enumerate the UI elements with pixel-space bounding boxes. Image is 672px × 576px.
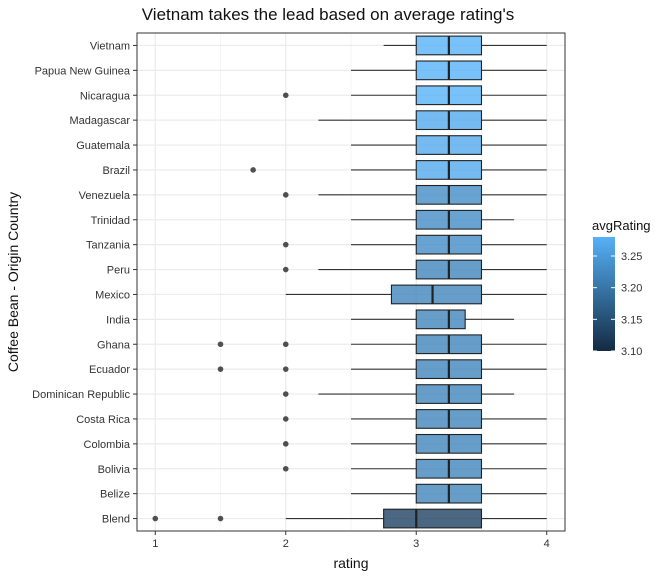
panel-border	[136, 32, 566, 532]
box-dominican-republic	[282, 384, 515, 404]
y-tick-label: Trinidad	[91, 215, 130, 227]
x-tick-label: 4	[544, 538, 550, 550]
legend-tick-label: 3.25	[621, 251, 642, 263]
y-tick-label: Belize	[100, 489, 130, 501]
outlier-point	[282, 241, 289, 248]
box-tanzania	[282, 234, 547, 255]
plot-area	[136, 32, 566, 532]
y-tick-label: Peru	[107, 265, 130, 277]
outlier-point	[282, 441, 289, 447]
y-tick-label: Costa Rica	[76, 414, 131, 426]
y-tick-label: Dominican Republic	[32, 389, 130, 401]
box-nicaragua	[282, 85, 547, 106]
legend-tick-label: 3.15	[621, 314, 642, 326]
y-tick-label: Madagascar	[69, 115, 130, 127]
box-belize	[351, 483, 547, 504]
y-axis-title: Coffee Bean - Origin Country	[5, 192, 21, 372]
box-guatemala	[351, 135, 547, 155]
y-tick-label: Ghana	[97, 339, 131, 351]
y-tick-label: India	[106, 314, 131, 326]
y-tick-label: Venezuela	[79, 190, 131, 202]
outlier-point	[282, 465, 289, 472]
y-tick-label: Papua New Guinea	[35, 65, 131, 77]
outlier-point	[282, 92, 289, 99]
outlier-point	[282, 266, 289, 273]
box-peru	[282, 259, 547, 280]
legend-tick-label: 3.10	[621, 346, 642, 358]
box-venezuela	[282, 184, 547, 205]
y-tick-label: Ecuador	[89, 364, 130, 376]
box-brazil	[250, 160, 547, 180]
y-tick-label: Blend	[102, 514, 130, 526]
x-tick-label: 2	[283, 538, 289, 550]
y-tick-label: Guatemala	[76, 140, 131, 152]
y-tick-label: Tanzania	[86, 240, 131, 252]
box-colombia	[282, 433, 547, 454]
outlier-point	[282, 391, 289, 397]
box-blend	[152, 508, 547, 529]
box-trinidad	[351, 209, 515, 230]
x-axis-labels: 1 2 3 4	[152, 531, 550, 550]
x-tick-label: 3	[413, 538, 419, 550]
color-legend: avgRating 3.10 3.15 3.20 3.25	[592, 218, 651, 358]
box-vietnam	[383, 35, 547, 56]
box-bolivia	[282, 458, 547, 479]
y-axis-labels: Vietnam Papua New Guinea Nicaragua Madagasc…	[32, 40, 137, 526]
outlier-point	[282, 341, 289, 348]
y-tick-label: Vietnam	[90, 40, 130, 52]
box-iqr	[415, 309, 466, 330]
outlier-point	[217, 341, 224, 348]
legend-tick-label: 3.20	[621, 283, 642, 295]
box-iqr	[383, 508, 483, 529]
outlier-point	[282, 416, 289, 422]
y-tick-label: Colombia	[84, 439, 131, 451]
chart-title: Vietnam takes the lead based on average …	[142, 5, 514, 24]
outlier-point	[282, 192, 289, 198]
x-tick-label: 1	[152, 538, 158, 550]
outlier-point	[282, 366, 289, 372]
box-costa-rica	[282, 409, 547, 429]
outlier-point	[152, 515, 159, 522]
box-ghana	[217, 334, 547, 355]
box-ecuador	[217, 359, 547, 380]
outlier-point	[250, 167, 256, 173]
y-tick-label: Nicaragua	[80, 90, 131, 102]
legend-title: avgRating	[592, 218, 651, 233]
x-axis-title: rating	[333, 555, 368, 571]
box-papua-new-guinea	[351, 60, 547, 81]
y-tick-label: Mexico	[95, 289, 130, 301]
box-madagascar	[318, 110, 547, 131]
box-iqr	[390, 284, 483, 305]
outlier-point	[217, 515, 224, 522]
y-tick-label: Brazil	[102, 165, 130, 177]
box-mexico	[285, 284, 547, 305]
y-tick-label: Bolivia	[98, 464, 131, 476]
box-india	[351, 309, 515, 330]
outlier-point	[217, 366, 224, 372]
legend-colorbar	[593, 237, 615, 351]
